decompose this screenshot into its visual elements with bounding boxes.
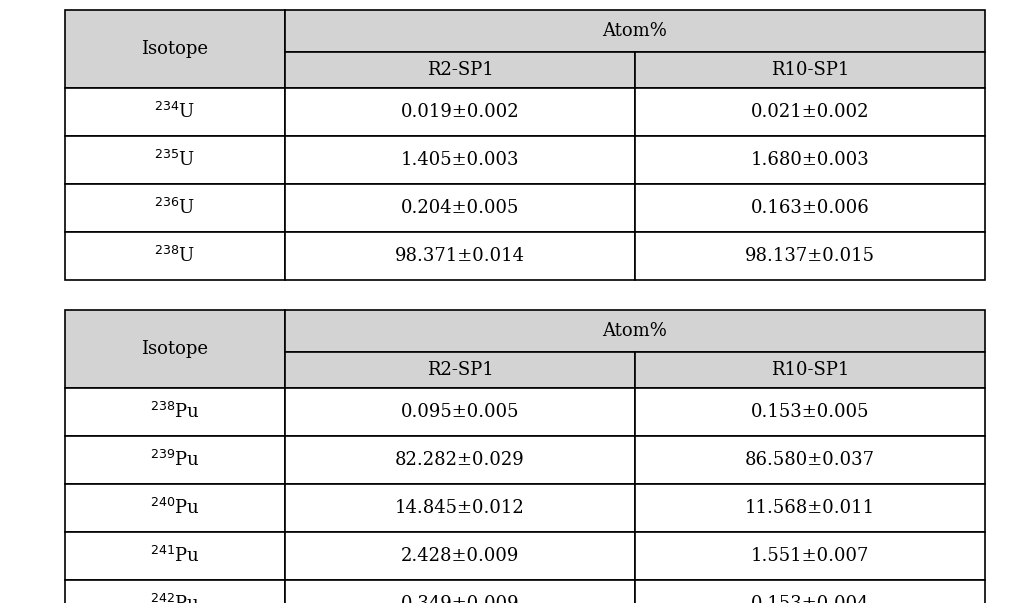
Text: 98.371±0.014: 98.371±0.014	[395, 247, 525, 265]
Text: 86.580±0.037: 86.580±0.037	[745, 451, 875, 469]
Bar	[65, 436, 285, 484]
Bar	[285, 580, 635, 603]
Text: 0.204±0.005: 0.204±0.005	[400, 199, 519, 217]
Bar	[635, 436, 985, 484]
Text: R10-SP1: R10-SP1	[771, 361, 849, 379]
Bar	[65, 136, 285, 184]
Bar	[65, 310, 285, 388]
Bar	[65, 232, 285, 280]
Text: $^{240}$Pu: $^{240}$Pu	[150, 498, 200, 518]
Text: Isotope: Isotope	[141, 40, 208, 58]
Text: 0.153±0.005: 0.153±0.005	[750, 403, 869, 421]
Bar	[635, 88, 985, 136]
Bar	[635, 580, 985, 603]
Text: 82.282±0.029: 82.282±0.029	[395, 451, 525, 469]
Text: 1.680±0.003: 1.680±0.003	[750, 151, 869, 169]
Bar	[635, 184, 985, 232]
Text: $^{234}$U: $^{234}$U	[155, 102, 196, 122]
Bar	[285, 388, 635, 436]
Bar	[65, 184, 285, 232]
Text: 11.568±0.011: 11.568±0.011	[745, 499, 875, 517]
Bar	[285, 184, 635, 232]
Text: $^{241}$Pu: $^{241}$Pu	[150, 546, 200, 566]
Bar	[635, 484, 985, 532]
Text: $^{242}$Pu: $^{242}$Pu	[150, 594, 200, 603]
Bar	[635, 388, 985, 436]
Text: 14.845±0.012: 14.845±0.012	[395, 499, 525, 517]
Text: R10-SP1: R10-SP1	[771, 61, 849, 79]
Text: $^{239}$Pu: $^{239}$Pu	[150, 450, 200, 470]
Bar	[285, 232, 635, 280]
Text: 0.095±0.005: 0.095±0.005	[400, 403, 519, 421]
Bar	[635, 352, 985, 388]
Text: $^{236}$U: $^{236}$U	[155, 198, 196, 218]
Bar	[285, 436, 635, 484]
Bar	[65, 484, 285, 532]
Text: 2.428±0.009: 2.428±0.009	[400, 547, 519, 565]
Bar	[635, 136, 985, 184]
Bar	[635, 232, 985, 280]
Text: Atom%: Atom%	[603, 22, 668, 40]
Bar	[65, 88, 285, 136]
Bar	[285, 484, 635, 532]
Text: 0.349±0.009: 0.349±0.009	[400, 595, 519, 603]
Text: $^{235}$U: $^{235}$U	[155, 150, 196, 170]
Text: 0.021±0.002: 0.021±0.002	[750, 103, 869, 121]
Bar	[285, 310, 985, 352]
Text: $^{238}$U: $^{238}$U	[155, 246, 196, 266]
Text: R2-SP1: R2-SP1	[426, 61, 493, 79]
Text: 0.163±0.006: 0.163±0.006	[750, 199, 869, 217]
Text: Isotope: Isotope	[141, 340, 208, 358]
Bar	[635, 52, 985, 88]
Bar	[635, 532, 985, 580]
Bar	[285, 136, 635, 184]
Bar	[65, 10, 285, 88]
Text: 98.137±0.015: 98.137±0.015	[745, 247, 875, 265]
Bar	[65, 532, 285, 580]
Bar	[285, 52, 635, 88]
Text: $^{238}$Pu: $^{238}$Pu	[150, 402, 200, 422]
Text: 0.153±0.004: 0.153±0.004	[750, 595, 869, 603]
Text: Atom%: Atom%	[603, 322, 668, 340]
Bar	[285, 88, 635, 136]
Bar	[285, 532, 635, 580]
Text: 1.551±0.007: 1.551±0.007	[751, 547, 869, 565]
Bar	[65, 388, 285, 436]
Text: 0.019±0.002: 0.019±0.002	[400, 103, 519, 121]
Text: R2-SP1: R2-SP1	[426, 361, 493, 379]
Bar	[285, 352, 635, 388]
Bar	[285, 10, 985, 52]
Bar	[65, 580, 285, 603]
Text: 1.405±0.003: 1.405±0.003	[400, 151, 519, 169]
